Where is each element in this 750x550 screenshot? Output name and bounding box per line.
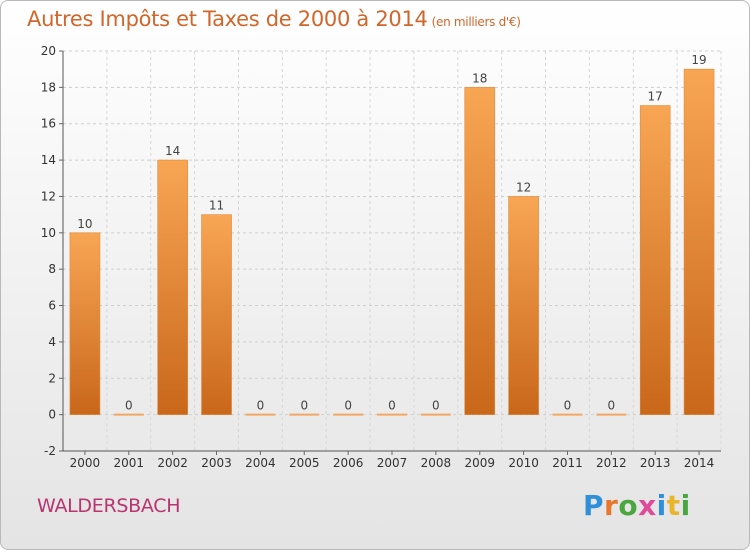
x-tick-label: 2014 — [684, 456, 715, 470]
x-tick-label: 2005 — [289, 456, 320, 470]
bar-value-label: 0 — [608, 399, 616, 413]
bar-value-label: 17 — [648, 90, 663, 104]
x-tick-label: 2012 — [596, 456, 627, 470]
bar-value-label: 0 — [125, 399, 133, 413]
y-tick-label: 18 — [41, 80, 56, 94]
logo-letter: r — [604, 489, 618, 522]
bar — [245, 414, 275, 416]
y-tick-label: 16 — [41, 117, 56, 131]
bar — [421, 414, 451, 416]
proxiti-logo: Proxiti — [583, 489, 691, 522]
bar — [202, 215, 232, 415]
bar — [596, 414, 626, 416]
bar-value-label: 10 — [77, 217, 92, 231]
y-tick-label: -2 — [44, 444, 56, 458]
bar-value-label: 0 — [300, 399, 308, 413]
y-tick-label: 6 — [48, 299, 56, 313]
logo-letter: i — [681, 489, 691, 522]
y-tick-label: 10 — [41, 226, 56, 240]
bar — [684, 69, 714, 414]
bar-value-label: 0 — [432, 399, 440, 413]
bars — [70, 69, 714, 415]
bar — [289, 414, 319, 416]
logo-letter: t — [667, 489, 681, 522]
bar — [377, 414, 407, 416]
bar-value-label: 0 — [388, 399, 396, 413]
x-tick-label: 2007 — [377, 456, 408, 470]
logo-letter: P — [583, 489, 604, 522]
bar-value-label: 12 — [516, 180, 531, 194]
x-tick-label: 2000 — [70, 456, 101, 470]
labels: -202468101214161820102000020011420021120… — [41, 44, 715, 470]
y-tick-label: 0 — [48, 408, 56, 422]
x-tick-label: 2002 — [157, 456, 188, 470]
bar — [640, 106, 670, 415]
y-tick-label: 20 — [41, 44, 56, 58]
y-tick-label: 2 — [48, 371, 56, 385]
x-tick-label: 2001 — [114, 456, 145, 470]
logo-letter: i — [657, 489, 667, 522]
x-tick-label: 2003 — [201, 456, 232, 470]
bar-value-label: 18 — [472, 71, 487, 85]
bar-value-label: 11 — [209, 199, 224, 213]
bar — [465, 87, 495, 414]
place-name: WALDERSBACH — [37, 495, 180, 517]
bar — [552, 414, 582, 416]
bar-value-label: 0 — [344, 399, 352, 413]
x-tick-label: 2011 — [552, 456, 583, 470]
x-tick-label: 2006 — [333, 456, 364, 470]
bar-value-label: 0 — [257, 399, 265, 413]
x-tick-label: 2010 — [508, 456, 539, 470]
y-tick-label: 8 — [48, 262, 56, 276]
bar — [509, 196, 539, 414]
x-tick-label: 2013 — [640, 456, 671, 470]
bar-value-label: 19 — [691, 53, 706, 67]
x-tick-label: 2008 — [421, 456, 452, 470]
bar — [114, 414, 144, 416]
y-tick-label: 12 — [41, 189, 56, 203]
logo-letter: o — [618, 489, 638, 522]
y-tick-label: 4 — [48, 335, 56, 349]
bar-value-label: 0 — [564, 399, 572, 413]
logo-letter: x — [638, 489, 657, 522]
bar-value-label: 14 — [165, 144, 180, 158]
x-tick-label: 2009 — [464, 456, 495, 470]
bar — [158, 160, 188, 415]
y-tick-label: 14 — [41, 153, 56, 167]
bar — [70, 233, 100, 415]
x-tick-label: 2004 — [245, 456, 276, 470]
bar — [333, 414, 363, 416]
